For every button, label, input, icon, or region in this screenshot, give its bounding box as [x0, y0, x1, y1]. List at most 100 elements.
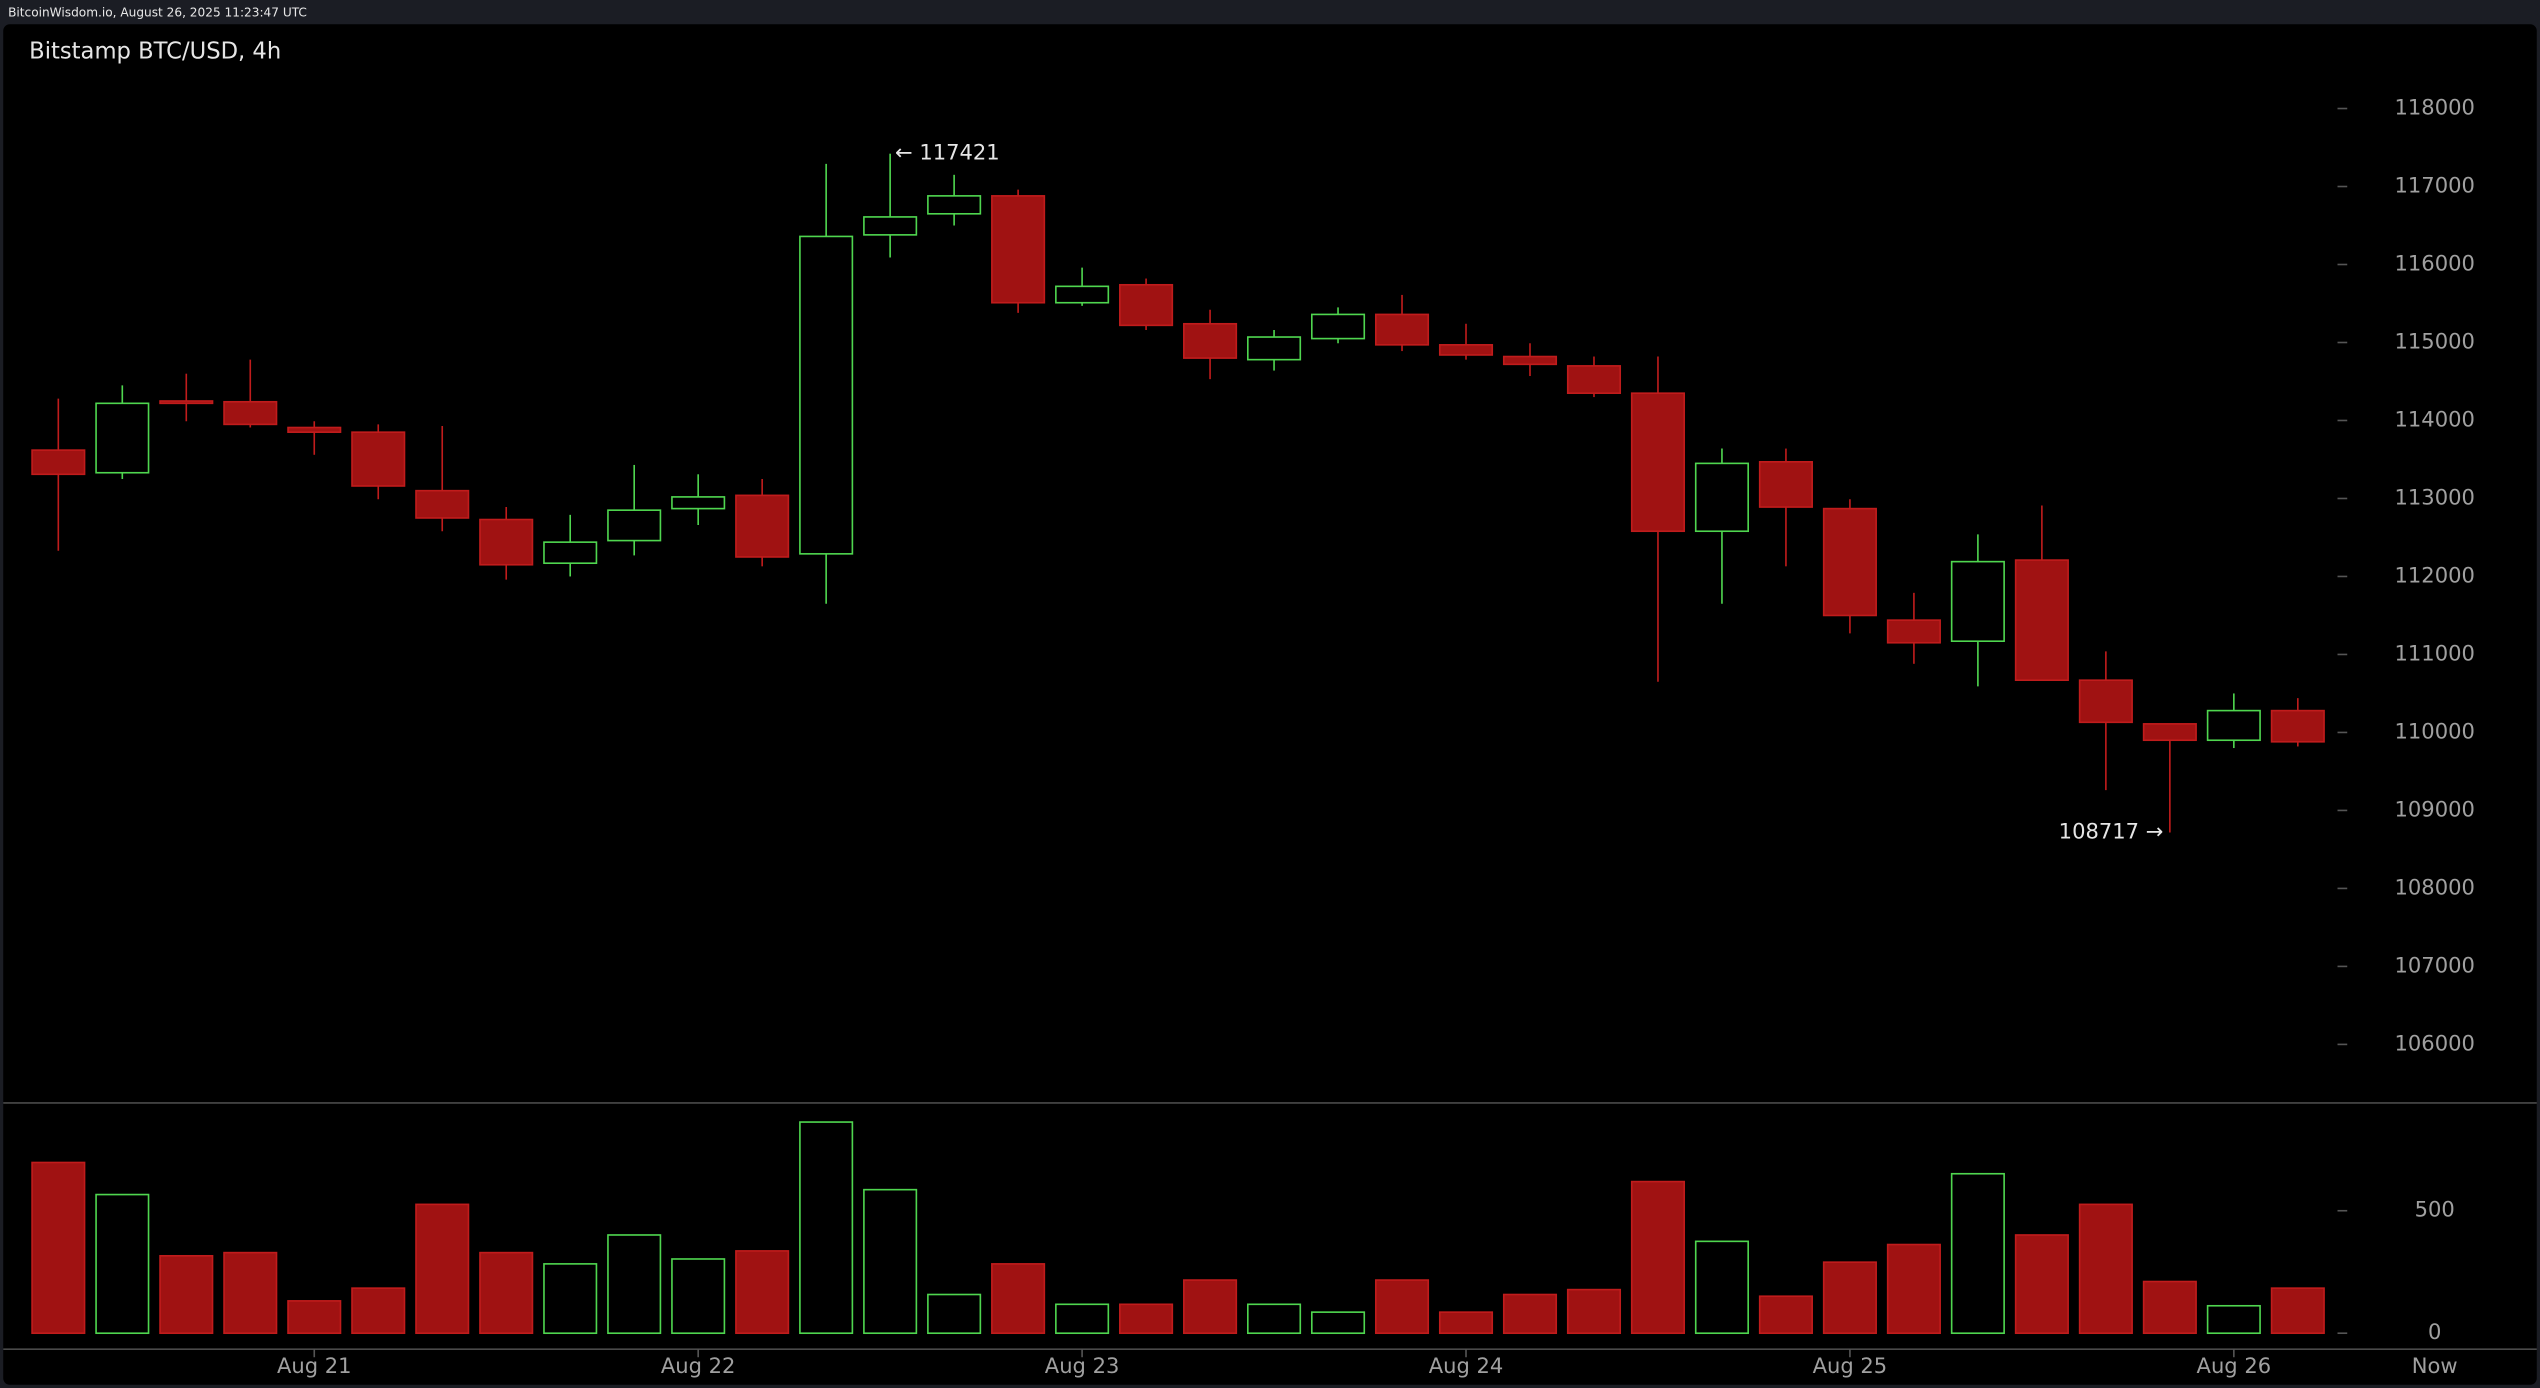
- y-tick-label: 109000: [2395, 796, 2475, 821]
- candle-body: [2142, 723, 2197, 742]
- x-tick-label: Aug 24: [1429, 1353, 1504, 1378]
- volume-bar: [1310, 1311, 1366, 1335]
- volume-bar: [479, 1251, 534, 1335]
- y-tick-label: 110000: [2395, 718, 2475, 743]
- candle-body: [1374, 313, 1430, 346]
- x-tick-label: Aug 21: [277, 1353, 352, 1378]
- volume-bar: [159, 1254, 214, 1335]
- x-tick-label: Aug 26: [2197, 1353, 2272, 1378]
- y-tick-label: 113000: [2395, 484, 2475, 509]
- volume-bar: [1630, 1180, 1686, 1335]
- candle-body: [2014, 559, 2069, 681]
- candle-body: [479, 518, 534, 566]
- candle-body: [1055, 285, 1110, 304]
- volume-bar: [1119, 1303, 1174, 1335]
- y-tick-label: 108000: [2395, 874, 2475, 899]
- volume-bar: [2270, 1287, 2325, 1335]
- volume-tick-label: 0: [2428, 1319, 2441, 1344]
- candle-body: [1502, 355, 1558, 366]
- y-tick-label: 106000: [2395, 1030, 2475, 1055]
- y-tick-label: 115000: [2395, 328, 2475, 353]
- low-annotation: 108717 →: [2059, 819, 2164, 844]
- volume-bar: [1183, 1279, 1238, 1335]
- volume-bar: [1566, 1288, 1622, 1335]
- high-annotation: ← 117421: [895, 140, 1000, 165]
- volume-bar: [1247, 1303, 1302, 1335]
- candle-body: [287, 426, 342, 433]
- y-tick-label: 107000: [2395, 952, 2475, 977]
- chart-panel: [3, 24, 2537, 1385]
- volume-bar: [1886, 1243, 1941, 1335]
- volume-bar: [287, 1300, 342, 1335]
- candle-body: [1822, 507, 1877, 617]
- candle-body: [1630, 392, 1686, 533]
- candle-body: [735, 494, 790, 558]
- x-tick-label: Aug 23: [1045, 1353, 1120, 1378]
- y-tick-label: 117000: [2395, 173, 2475, 198]
- volume-bar: [95, 1193, 150, 1335]
- candle-body: [1758, 461, 1813, 508]
- candle-body: [1438, 344, 1494, 356]
- candle-body: [1694, 462, 1749, 533]
- volume-bar: [1502, 1293, 1558, 1335]
- x-tick-label: Aug 22: [661, 1353, 736, 1378]
- volume-bar: [927, 1293, 982, 1335]
- candle-body: [1886, 619, 1941, 644]
- volume-bar: [1055, 1303, 1110, 1335]
- volume-bar: [223, 1251, 278, 1335]
- candle-body: [863, 216, 918, 236]
- volume-bar: [2206, 1304, 2261, 1335]
- x-tick-label: Aug 25: [1813, 1353, 1888, 1378]
- candle-body: [159, 400, 214, 405]
- volume-bar: [1694, 1240, 1749, 1335]
- y-tick-label: 111000: [2395, 640, 2475, 665]
- volume-bar: [543, 1263, 598, 1335]
- volume-bar: [671, 1258, 726, 1335]
- volume-bar: [863, 1188, 918, 1335]
- candle-body: [927, 195, 982, 215]
- candle-body: [1310, 313, 1366, 340]
- candle-body: [95, 402, 150, 474]
- y-tick-label: 118000: [2395, 95, 2475, 120]
- volume-bar: [2078, 1203, 2133, 1335]
- volume-bar: [799, 1121, 854, 1335]
- now-label: Now: [2412, 1353, 2458, 1378]
- candle-body: [1566, 365, 1622, 394]
- volume-bar: [1950, 1172, 2005, 1335]
- candle-body: [607, 509, 662, 542]
- candle-body: [1183, 322, 1238, 359]
- candle-body: [31, 449, 86, 476]
- candle-body: [415, 489, 470, 519]
- volume-bar: [607, 1234, 662, 1335]
- candle-body: [1247, 336, 1302, 361]
- candle-body: [1950, 560, 2005, 643]
- candle-body: [543, 541, 598, 565]
- candle-body: [799, 235, 854, 555]
- volume-bar: [1758, 1295, 1813, 1335]
- y-tick-label: 112000: [2395, 562, 2475, 587]
- volume-bar: [31, 1161, 86, 1335]
- volume-bar: [1822, 1261, 1877, 1335]
- y-tick-label: 114000: [2395, 406, 2475, 431]
- y-tick-label: 116000: [2395, 251, 2475, 276]
- volume-bar: [2014, 1234, 2069, 1335]
- candle-body: [1119, 283, 1174, 327]
- candle-body: [351, 431, 406, 487]
- volume-bar: [415, 1203, 470, 1335]
- chart-title: Bitstamp BTC/USD, 4h: [29, 38, 281, 64]
- candle-body: [2078, 679, 2133, 724]
- candle-body: [671, 496, 726, 510]
- candle-body: [2270, 709, 2325, 743]
- volume-tick-label: 500: [2415, 1197, 2455, 1222]
- volume-bar: [351, 1287, 406, 1335]
- candle-body: [223, 400, 278, 426]
- candle-body: [2206, 709, 2261, 742]
- source-label: BitcoinWisdom.io, August 26, 2025 11:23:…: [8, 5, 307, 19]
- candle-body: [991, 195, 1046, 304]
- volume-bar: [991, 1263, 1046, 1335]
- volume-bar: [2142, 1280, 2197, 1335]
- volume-bar: [1374, 1279, 1430, 1335]
- volume-bar: [735, 1250, 790, 1335]
